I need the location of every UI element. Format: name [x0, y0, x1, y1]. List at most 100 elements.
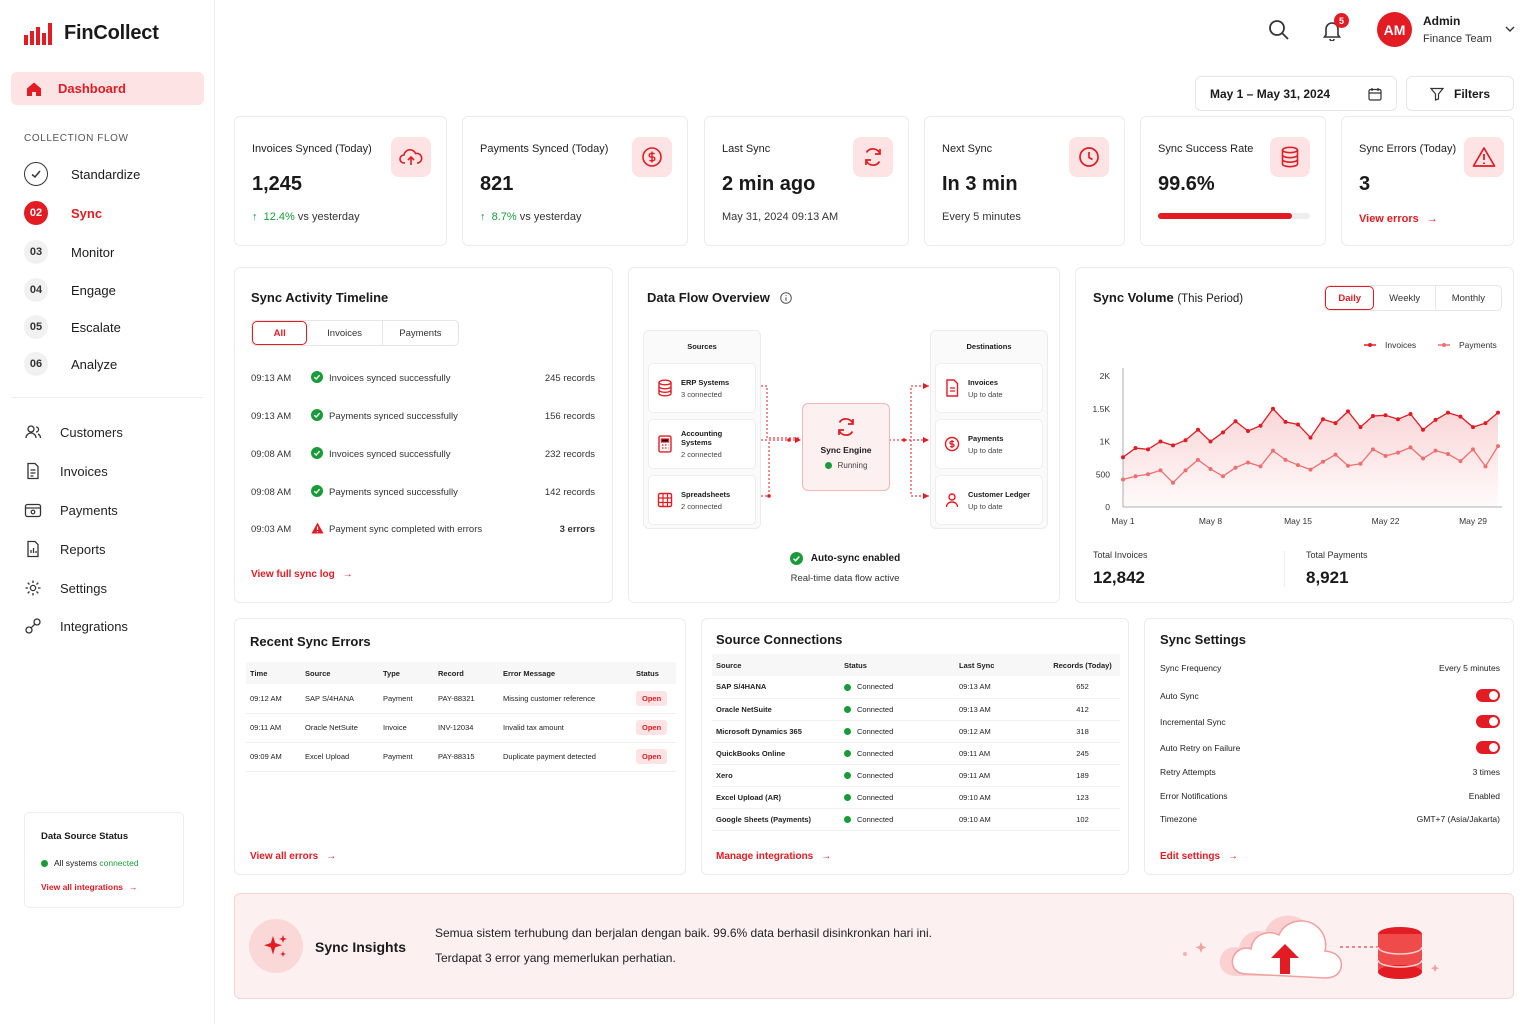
table-row[interactable]: 09:09 AM Excel Upload Payment PAY-88315 Dupl… [246, 742, 676, 772]
invoices-point [1133, 446, 1138, 451]
sidebar-item-dashboard[interactable]: Dashboard [11, 72, 204, 105]
sidebar-item-invoices[interactable]: Invoices [24, 462, 108, 480]
table-row[interactable]: QuickBooks Online Connected 09:11 AM 245 [712, 742, 1120, 765]
step-sync[interactable]: 02 Sync [24, 201, 102, 225]
payments-point [1158, 468, 1163, 473]
refresh-icon [838, 418, 854, 436]
tab-invoices[interactable]: Invoices [307, 321, 383, 345]
section-label: COLLECTION FLOW [24, 133, 129, 144]
source-spreadsheets[interactable]: Spreadsheets 2 connected [648, 475, 756, 525]
table-row[interactable]: Microsoft Dynamics 365 Connected 09:12 AM 3… [712, 720, 1120, 743]
kpi-success-rate: Sync Success Rate 99.6% [1140, 116, 1326, 246]
user-info[interactable]: Admin Finance Team [1423, 14, 1492, 45]
app-logo[interactable]: FinCollect [24, 22, 159, 45]
view-all-errors-link[interactable]: View all errors → [250, 851, 336, 862]
manage-integrations-link[interactable]: Manage integrations → [716, 851, 831, 862]
total-invoices-value: 12,842 [1093, 568, 1145, 587]
setting-row[interactable]: Auto Retry on Failure [1160, 741, 1500, 754]
sync-insights-banner: Sync Insights Semua sistem terhubung dan… [234, 893, 1514, 999]
sidebar-item-reports[interactable]: Reports [24, 540, 106, 558]
invoices-point [1121, 455, 1125, 460]
tab-daily[interactable]: Daily [1325, 286, 1375, 310]
check-icon [24, 162, 48, 186]
destination-invoices[interactable]: Invoices Up to date [935, 363, 1043, 413]
cell-record: PAY-88321 [434, 684, 499, 714]
source-accounting[interactable]: Accounting Systems 2 connected [648, 419, 756, 469]
table-row[interactable]: 09:11 AM Oracle NetSuite Invoice INV-12034 I… [246, 713, 676, 743]
table-row[interactable]: 09:12 AM SAP S/4HANA Payment PAY-88321 Missi… [246, 684, 676, 714]
search-icon[interactable] [1268, 19, 1290, 41]
database-icon [658, 379, 672, 397]
view-integrations-link[interactable]: View all integrations → [41, 882, 167, 892]
destination-customer-ledger[interactable]: Customer Ledger Up to date [935, 475, 1043, 525]
setting-row[interactable]: Auto Sync [1160, 689, 1500, 702]
sidebar-item-customers[interactable]: Customers [24, 423, 123, 441]
timeline-row[interactable]: 09:08 AM Payments synced successfully 14… [251, 485, 595, 500]
sidebar-item-settings[interactable]: Settings [24, 579, 107, 597]
chevron-down-icon[interactable] [1505, 25, 1515, 33]
cell-status: Connected [840, 698, 955, 721]
cell-source: Excel Upload [301, 742, 379, 772]
tab-monthly[interactable]: Monthly [1451, 292, 1485, 304]
step-escalate[interactable]: 05 Escalate [24, 315, 121, 339]
data-flow-overview: Data Flow Overview Sources ERP Systems 3 … [628, 267, 1060, 603]
timeline-row[interactable]: 09:08 AM Invoices synced successfully 23… [251, 447, 595, 462]
tab-all[interactable]: All [252, 321, 308, 345]
avatar[interactable]: AM [1377, 12, 1412, 47]
sidebar-item-integrations[interactable]: Integrations [24, 617, 128, 635]
step-number: 06 [24, 352, 48, 376]
x-tick-label: May 22 [1372, 516, 1400, 526]
tab-payments[interactable]: Payments [399, 327, 442, 339]
step-monitor[interactable]: 03 Monitor [24, 240, 114, 264]
invoices-point [1358, 425, 1363, 430]
timeline-tabs: All Invoices Payments [251, 320, 459, 346]
view-sync-log-link[interactable]: View full sync log → [251, 569, 353, 580]
destination-payments[interactable]: Payments Up to date [935, 419, 1043, 469]
toggle-switch[interactable] [1476, 741, 1500, 754]
cell-source: Oracle NetSuite [712, 698, 840, 721]
cell-record: PAY-88315 [434, 742, 499, 772]
step-engage[interactable]: 04 Engage [24, 278, 116, 302]
sidebar-item-payments[interactable]: Payments [24, 501, 118, 519]
invoices-point [1496, 410, 1500, 415]
step-label: Standardize [71, 166, 141, 182]
cell-last-sync: 09:12 AM [955, 720, 1045, 743]
sync-engine[interactable]: Sync Engine Running [802, 403, 890, 491]
table-row[interactable]: Xero Connected 09:11 AM 189 [712, 764, 1120, 787]
date-range-picker[interactable]: May 1 – May 31, 2024 [1195, 76, 1397, 111]
timeline-row[interactable]: 09:13 AM Invoices synced successfully 24… [251, 371, 595, 386]
step-number: 05 [24, 315, 48, 339]
table-row[interactable]: Oracle NetSuite Connected 09:13 AM 412 [712, 698, 1120, 721]
payments-point [1446, 451, 1450, 456]
kpi-sub: Every 5 minutes [942, 211, 1021, 223]
user-name: Admin [1423, 14, 1461, 28]
table-row[interactable]: Google Sheets (Payments) Connected 09:10 A… [712, 808, 1120, 831]
info-icon[interactable] [780, 291, 792, 304]
tab-weekly[interactable]: Weekly [1374, 286, 1436, 310]
invoices-point [1433, 417, 1438, 422]
status-dot [844, 683, 851, 691]
view-errors-link[interactable]: View errors → [1359, 213, 1438, 225]
table-row[interactable]: SAP S/4HANA Connected 09:13 AM 652 [712, 676, 1120, 699]
source-erp[interactable]: ERP Systems 3 connected [648, 363, 756, 413]
toggle-switch[interactable] [1476, 689, 1500, 702]
timeline-row[interactable]: 09:03 AM Payment sync completed with err… [251, 522, 595, 537]
row-message: Payments synced successfully [329, 487, 458, 498]
setting-row[interactable]: Incremental Sync [1160, 715, 1500, 728]
timeline-row[interactable]: 09:13 AM Payments synced successfully 15… [251, 409, 595, 424]
filters-button[interactable]: Filters [1406, 76, 1514, 111]
kpi-value: 3 [1359, 173, 1371, 195]
setting-row: Sync Frequency Every 5 minutes [1160, 663, 1500, 673]
toggle-switch[interactable] [1476, 715, 1500, 728]
kpi-sub: May 31, 2024 09:13 AM [722, 211, 839, 223]
invoices-point [1171, 443, 1175, 448]
row-count: 3 errors [559, 524, 595, 535]
clock-icon [1069, 137, 1109, 177]
table-row[interactable]: Excel Upload (AR) Connected 09:10 AM 123 [712, 786, 1120, 809]
step-analyze[interactable]: 06 Analyze [24, 352, 117, 376]
step-standardize[interactable]: Standardize [24, 162, 140, 186]
status-connected: connected [99, 858, 139, 868]
edit-settings-link[interactable]: Edit settings → [1160, 851, 1238, 862]
card-title: Data Flow Overview [647, 290, 792, 305]
setting-label: Incremental Sync [1160, 716, 1226, 727]
